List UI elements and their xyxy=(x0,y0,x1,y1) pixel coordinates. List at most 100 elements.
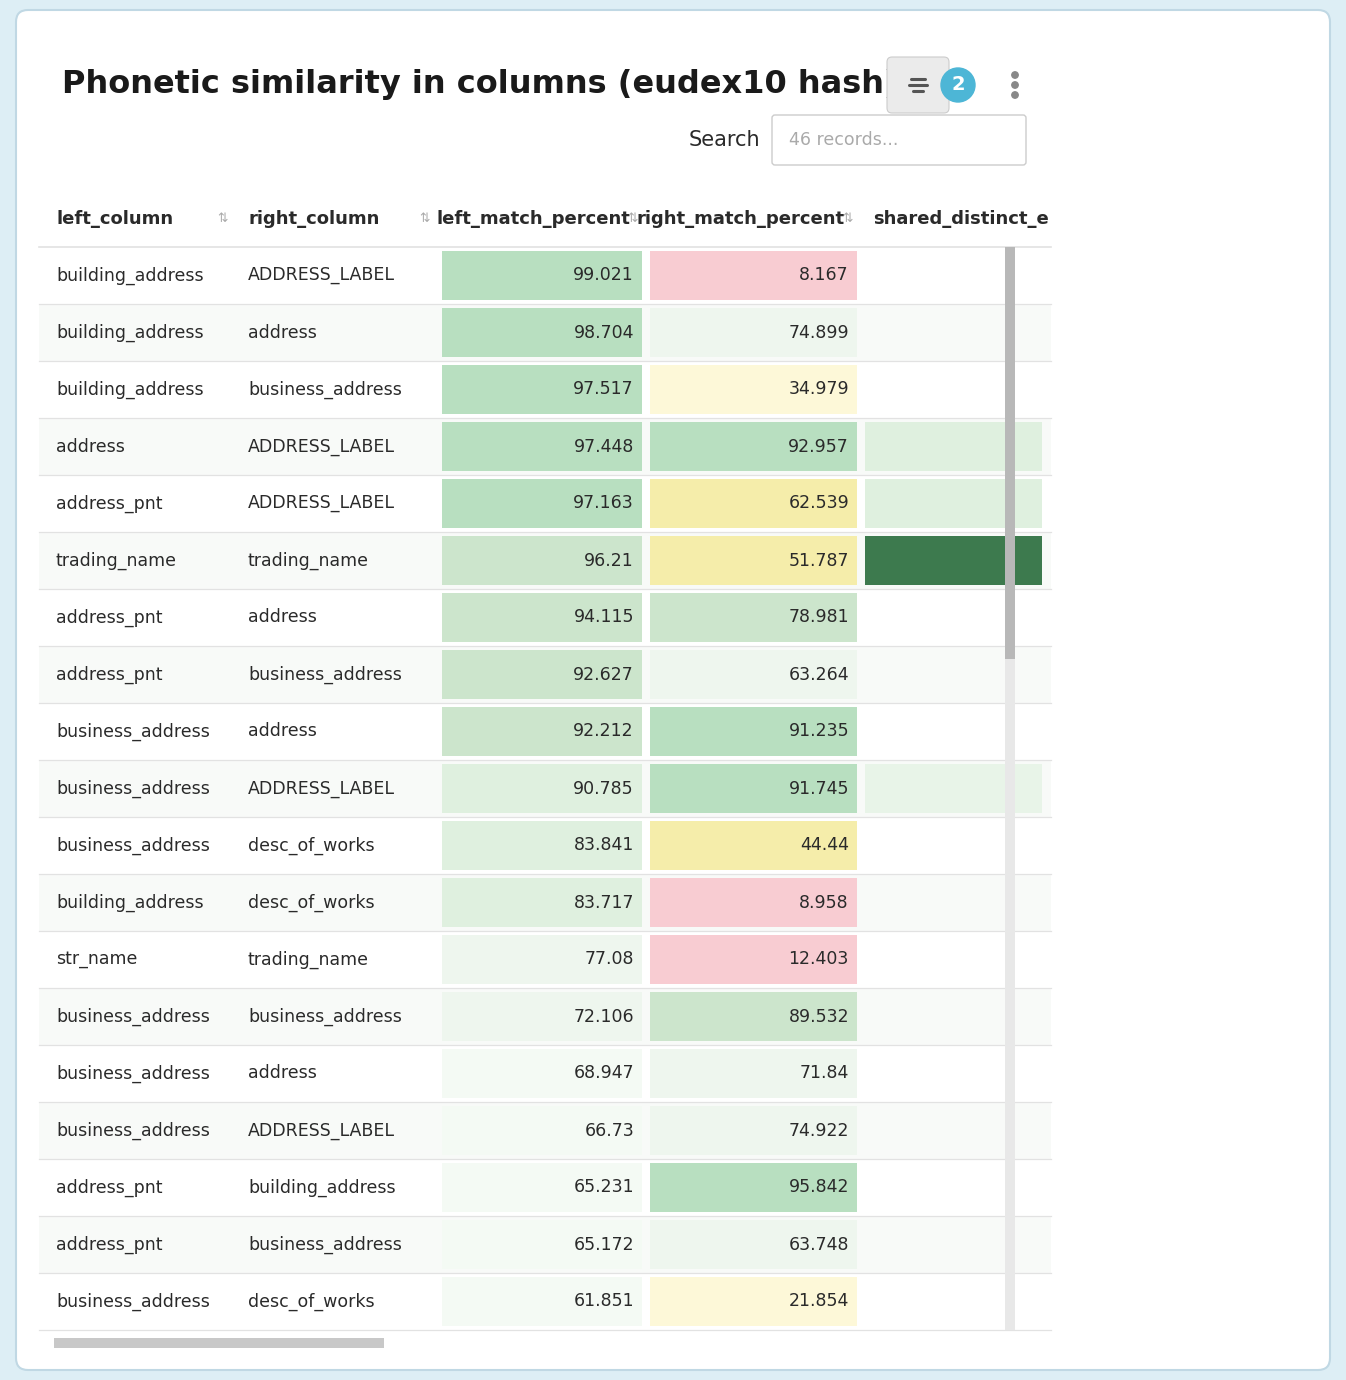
Bar xyxy=(441,878,642,927)
Text: 91.235: 91.235 xyxy=(789,723,849,741)
Text: 61.851: 61.851 xyxy=(573,1293,634,1311)
Text: str_name: str_name xyxy=(57,951,137,969)
Bar xyxy=(39,1045,1051,1103)
Text: desc_of_works: desc_of_works xyxy=(248,836,374,854)
Bar xyxy=(39,475,1051,533)
Circle shape xyxy=(1012,81,1018,88)
Text: 34.979: 34.979 xyxy=(789,381,849,399)
Text: 72.106: 72.106 xyxy=(573,1007,634,1025)
Bar xyxy=(39,874,1051,932)
Text: 89.532: 89.532 xyxy=(789,1007,849,1025)
Bar xyxy=(39,1103,1051,1159)
Text: business_address: business_address xyxy=(248,381,402,399)
Bar xyxy=(650,936,857,984)
Bar xyxy=(650,1049,857,1098)
Text: ADDRESS_LABEL: ADDRESS_LABEL xyxy=(248,266,394,284)
Text: business_address: business_address xyxy=(248,1235,402,1253)
Text: ADDRESS_LABEL: ADDRESS_LABEL xyxy=(248,1122,394,1140)
Bar xyxy=(650,308,857,357)
Bar xyxy=(650,1220,857,1270)
Bar xyxy=(650,650,857,700)
Bar xyxy=(650,479,857,529)
Text: address: address xyxy=(248,723,316,741)
Text: trading_name: trading_name xyxy=(248,951,369,969)
Bar xyxy=(39,533,1051,589)
Text: right_match_percent: right_match_percent xyxy=(637,210,845,228)
Text: 65.231: 65.231 xyxy=(573,1179,634,1196)
Text: 21.854: 21.854 xyxy=(789,1293,849,1311)
Bar xyxy=(865,422,1042,471)
Text: 97.163: 97.163 xyxy=(573,494,634,512)
Text: 68.947: 68.947 xyxy=(573,1064,634,1082)
Text: Phonetic similarity in columns (eudex10 hash): Phonetic similarity in columns (eudex10 … xyxy=(62,69,899,101)
Text: ADDRESS_LABEL: ADDRESS_LABEL xyxy=(248,494,394,512)
Text: 44.44: 44.44 xyxy=(800,836,849,854)
Text: 74.922: 74.922 xyxy=(789,1122,849,1140)
Text: 74.899: 74.899 xyxy=(789,323,849,341)
Text: 8.167: 8.167 xyxy=(800,266,849,284)
Bar xyxy=(441,364,642,414)
Bar xyxy=(39,817,1051,874)
Text: business_address: business_address xyxy=(57,1122,210,1140)
Text: shared_distinct_e: shared_distinct_e xyxy=(874,210,1049,228)
Text: 51.787: 51.787 xyxy=(789,552,849,570)
Bar xyxy=(650,992,857,1041)
Text: 95.842: 95.842 xyxy=(789,1179,849,1196)
Text: 83.717: 83.717 xyxy=(573,893,634,912)
Text: 8.958: 8.958 xyxy=(800,893,849,912)
Text: business_address: business_address xyxy=(57,836,210,854)
Bar xyxy=(441,535,642,585)
Text: building_address: building_address xyxy=(57,893,203,912)
Bar xyxy=(441,1220,642,1270)
Text: address: address xyxy=(248,609,316,627)
Text: 92.627: 92.627 xyxy=(573,665,634,683)
Text: building_address: building_address xyxy=(57,323,203,342)
Bar xyxy=(441,1276,642,1326)
Bar xyxy=(441,479,642,529)
FancyBboxPatch shape xyxy=(773,115,1026,166)
Text: 65.172: 65.172 xyxy=(573,1235,634,1253)
Bar xyxy=(39,932,1051,988)
Bar xyxy=(441,593,642,642)
Bar xyxy=(865,479,1042,529)
Bar xyxy=(650,821,857,869)
Text: ⇅: ⇅ xyxy=(420,213,429,225)
Bar xyxy=(1005,247,1015,658)
Text: address_pnt: address_pnt xyxy=(57,1235,163,1253)
Text: ⇅: ⇅ xyxy=(843,213,853,225)
Text: 66.73: 66.73 xyxy=(584,1122,634,1140)
Text: trading_name: trading_name xyxy=(57,552,178,570)
Text: 97.448: 97.448 xyxy=(573,437,634,455)
Bar xyxy=(865,765,1042,813)
Text: 92.212: 92.212 xyxy=(573,723,634,741)
Bar xyxy=(441,650,642,700)
Bar xyxy=(441,821,642,869)
Bar xyxy=(39,1159,1051,1216)
Text: 99.021: 99.021 xyxy=(573,266,634,284)
Bar xyxy=(865,535,1042,585)
FancyBboxPatch shape xyxy=(54,1339,384,1348)
Text: ADDRESS_LABEL: ADDRESS_LABEL xyxy=(248,780,394,798)
Bar xyxy=(39,418,1051,475)
Bar xyxy=(650,364,857,414)
Bar xyxy=(650,1163,857,1212)
Bar xyxy=(39,1272,1051,1330)
Bar xyxy=(39,646,1051,702)
Text: business_address: business_address xyxy=(248,1007,402,1025)
Text: building_address: building_address xyxy=(57,381,203,399)
Bar xyxy=(441,707,642,756)
Bar xyxy=(650,765,857,813)
Bar xyxy=(441,1105,642,1155)
Bar xyxy=(441,765,642,813)
Text: 98.704: 98.704 xyxy=(573,323,634,341)
Text: right_column: right_column xyxy=(248,210,380,228)
Circle shape xyxy=(1012,72,1018,79)
Bar xyxy=(441,1163,642,1212)
Bar xyxy=(650,1276,857,1326)
Text: 77.08: 77.08 xyxy=(584,951,634,969)
Text: 62.539: 62.539 xyxy=(789,494,849,512)
Text: address_pnt: address_pnt xyxy=(57,609,163,627)
Text: ⇅: ⇅ xyxy=(627,213,638,225)
Circle shape xyxy=(941,68,975,102)
Text: left_match_percent: left_match_percent xyxy=(436,210,630,228)
